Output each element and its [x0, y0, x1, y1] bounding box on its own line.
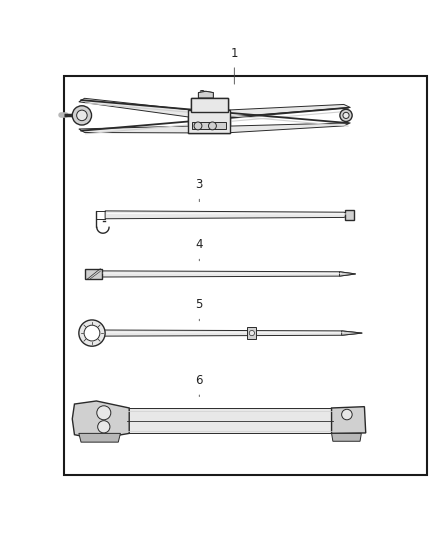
Circle shape — [343, 112, 349, 118]
Circle shape — [194, 122, 202, 130]
Text: 3: 3 — [196, 178, 203, 191]
Bar — [127, 408, 333, 433]
Bar — [188, 110, 230, 133]
Bar — [345, 210, 354, 220]
Polygon shape — [102, 271, 356, 277]
Text: 1: 1 — [230, 47, 238, 60]
Bar — [85, 269, 102, 279]
Polygon shape — [332, 407, 366, 433]
Circle shape — [97, 406, 111, 420]
Polygon shape — [226, 123, 350, 133]
Polygon shape — [226, 104, 350, 117]
Text: 2: 2 — [198, 89, 205, 102]
Bar — [188, 110, 230, 133]
Polygon shape — [105, 211, 350, 219]
Polygon shape — [332, 433, 361, 441]
FancyBboxPatch shape — [191, 98, 228, 112]
Bar — [64, 76, 427, 474]
Circle shape — [340, 109, 352, 122]
Circle shape — [208, 122, 216, 130]
Polygon shape — [103, 330, 362, 336]
Circle shape — [77, 110, 87, 120]
Polygon shape — [79, 126, 193, 133]
Bar — [192, 123, 226, 130]
Circle shape — [84, 325, 100, 341]
Circle shape — [79, 320, 105, 346]
Text: 6: 6 — [195, 374, 203, 387]
Circle shape — [98, 421, 110, 433]
Polygon shape — [339, 272, 356, 276]
Circle shape — [249, 330, 254, 336]
Text: 5: 5 — [196, 298, 203, 311]
Text: 4: 4 — [195, 238, 203, 251]
Circle shape — [342, 409, 352, 420]
Circle shape — [208, 122, 216, 130]
Bar — [247, 327, 256, 339]
Circle shape — [194, 122, 202, 130]
FancyBboxPatch shape — [191, 98, 228, 112]
Circle shape — [72, 106, 92, 125]
Polygon shape — [79, 98, 193, 117]
Polygon shape — [72, 401, 129, 439]
Bar — [192, 123, 226, 130]
Polygon shape — [79, 433, 120, 442]
Polygon shape — [198, 91, 213, 98]
Polygon shape — [198, 91, 213, 98]
Polygon shape — [342, 331, 362, 335]
